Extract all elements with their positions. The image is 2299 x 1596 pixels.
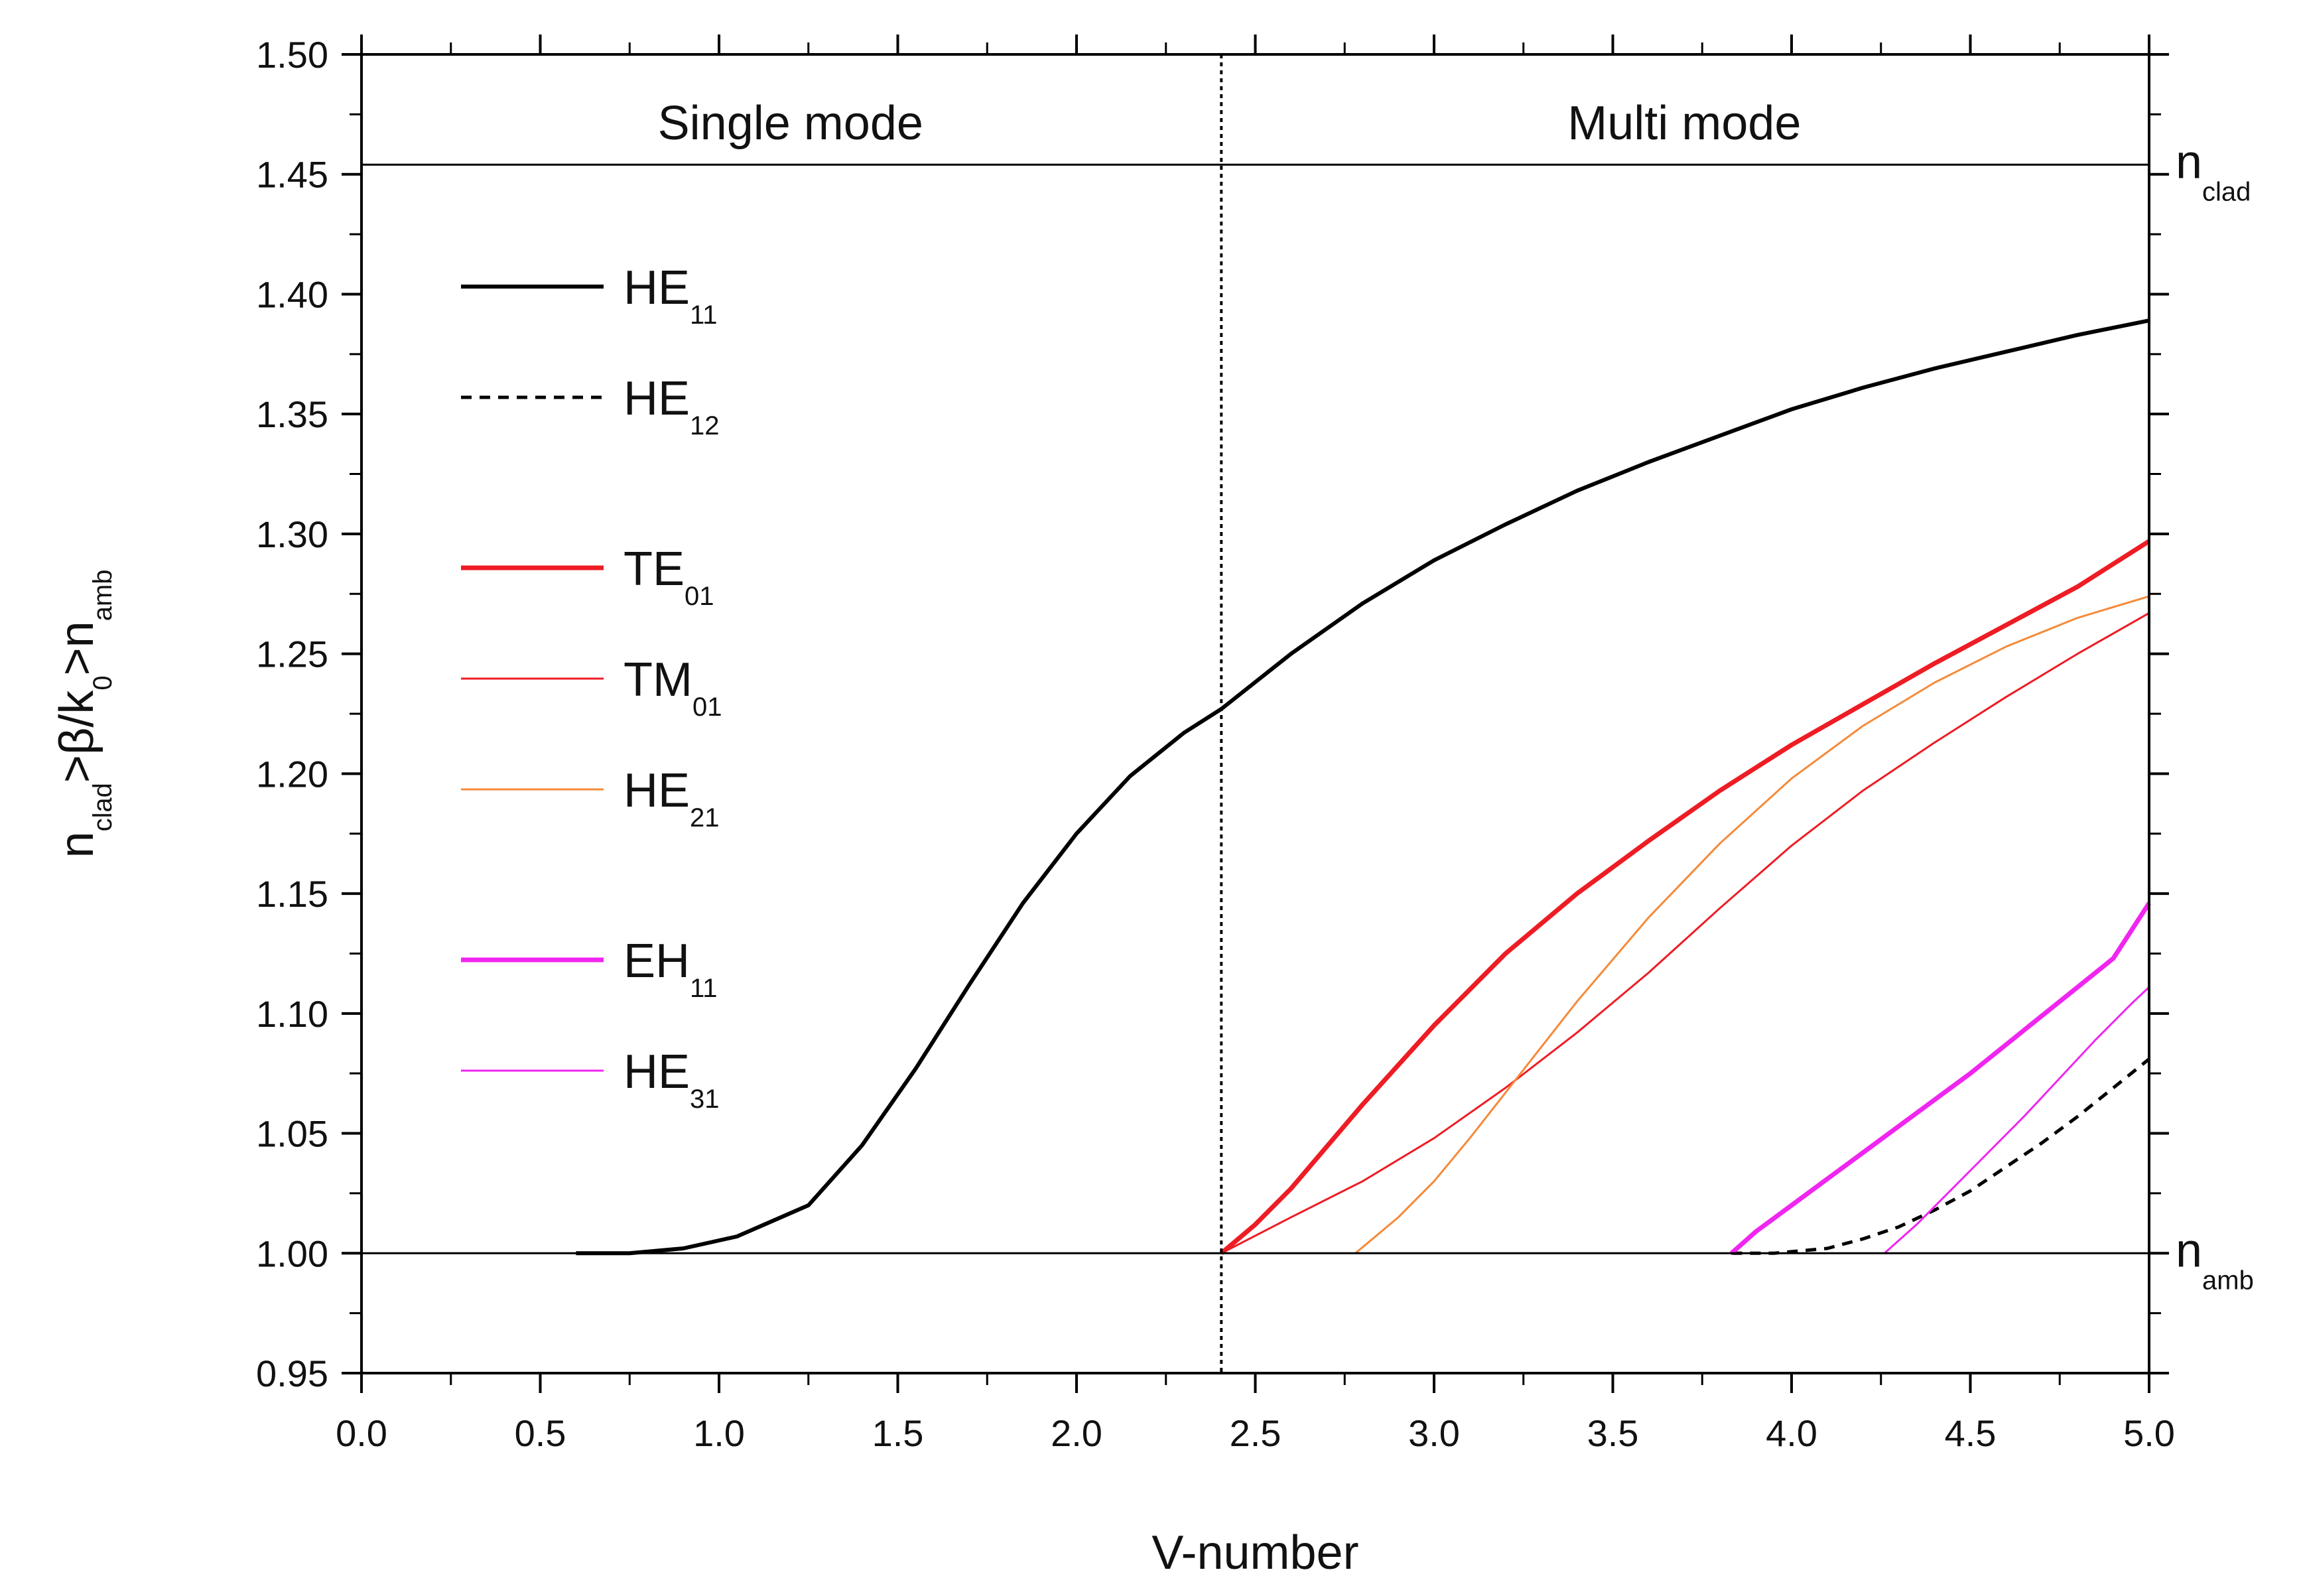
y-tick-label: 1.30 — [256, 513, 328, 555]
x-tick-label: 3.0 — [1408, 1412, 1460, 1454]
series-line-he31 — [1884, 986, 2150, 1254]
y-tick-label: 1.10 — [256, 993, 328, 1035]
y-tick-label: 1.15 — [256, 873, 328, 915]
legend-label-tm01: TM01 — [624, 653, 722, 722]
legend-label-he12: HE12 — [624, 372, 720, 440]
y-tick-label: 1.05 — [256, 1113, 328, 1155]
label-n-amb: namb — [2176, 1224, 2254, 1295]
series-line-eh11 — [1730, 901, 2151, 1255]
y-tick-label: 0.95 — [256, 1353, 328, 1394]
series-line-tm01 — [1220, 612, 2150, 1254]
legend: HE11 HE12 TE01 TM01 HE21 EH11 HE31 — [461, 261, 722, 1114]
legend-label-he21: HE21 — [624, 764, 720, 832]
x-tick-label: 2.0 — [1051, 1412, 1102, 1454]
y-tick-label: 1.00 — [256, 1232, 328, 1274]
y-tick-label: 1.35 — [256, 393, 328, 435]
region-label-single-mode: Single mode — [658, 97, 923, 150]
y-tick-label: 1.45 — [256, 154, 328, 196]
y-tick-label: 1.50 — [256, 34, 328, 76]
y-tick-label: 1.20 — [256, 753, 328, 795]
legend-label-eh11: EH11 — [624, 935, 718, 1003]
y-tick-label: 1.40 — [256, 273, 328, 315]
x-tick-label: 0.5 — [515, 1412, 566, 1454]
series-layer — [576, 318, 2151, 1256]
axis-ticks: 0.0 0.5 1.0 1.5 2.0 2.5 3.0 3.5 4.0 4.5 5.0 0.95 1.0… — [256, 34, 2175, 1454]
label-n-clad: nclad — [2176, 135, 2251, 206]
text-layer: nclad namb Single mode Multi mode V-number nc… — [50, 97, 2254, 1579]
x-axis-title: V-number — [1151, 1526, 1358, 1579]
legend-label-te01: TE01 — [624, 543, 714, 611]
reference-lines-layer — [361, 54, 2149, 1373]
series-line-te01 — [1220, 539, 2150, 1255]
y-axis-title-group: nclad>β/k0>namb — [50, 569, 117, 858]
x-tick-label: 1.0 — [693, 1412, 745, 1454]
x-tick-label: 0.0 — [336, 1412, 387, 1454]
x-tick-label: 1.5 — [872, 1412, 924, 1454]
x-tick-label: 5.0 — [2123, 1412, 2175, 1454]
legend-label-he11: HE11 — [624, 261, 718, 330]
plot-frame — [360, 53, 2150, 1374]
region-label-multi-mode: Multi mode — [1567, 97, 1801, 150]
y-tick-label: 1.25 — [256, 633, 328, 675]
x-tick-label: 4.0 — [1766, 1412, 1817, 1454]
series-line-he12 — [1731, 1057, 2150, 1255]
x-tick-label: 4.5 — [1945, 1412, 1997, 1454]
x-tick-label: 2.5 — [1230, 1412, 1281, 1454]
series-line-he21 — [1354, 595, 2150, 1254]
y-axis-title: nclad>β/k0>namb — [50, 569, 117, 858]
series-line-he11 — [576, 318, 2150, 1256]
legend-label-he31: HE31 — [624, 1045, 720, 1114]
x-tick-label: 3.5 — [1587, 1412, 1639, 1454]
